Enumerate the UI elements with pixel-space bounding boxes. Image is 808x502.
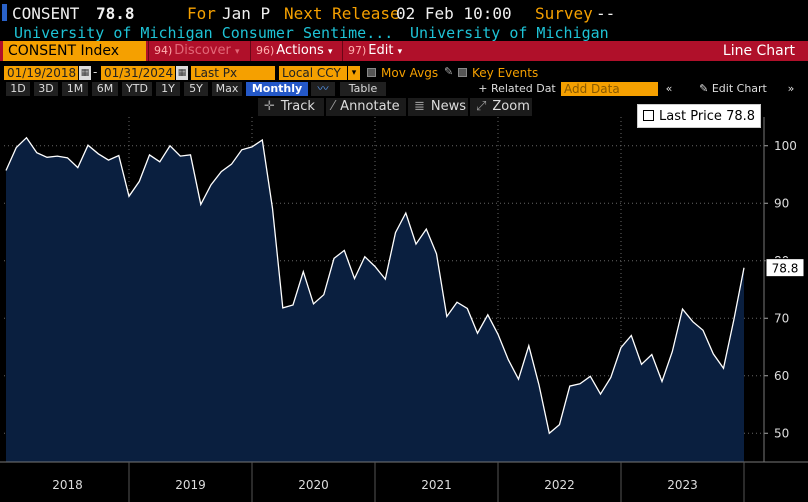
actions-menu[interactable]: 96) Actions ▾ — [250, 41, 340, 61]
table-button[interactable]: Table — [340, 82, 386, 96]
period-3d[interactable]: 3D — [34, 82, 58, 96]
chart-tools: ✛ Track ⁄ Annotate ≣ News ⤢ Zoom — [0, 98, 808, 116]
period-6m[interactable]: 6M — [92, 82, 118, 96]
news-icon: ≣ — [414, 99, 425, 114]
start-date-input[interactable]: 01/19/2018 — [4, 66, 78, 80]
security-header: CONSENT 78.8 For Jan P Next Release 02 F… — [0, 2, 808, 24]
survey-value: -- — [596, 4, 616, 23]
chevron-down-icon[interactable]: ▾ — [348, 66, 360, 80]
chevron-down-icon: ▾ — [234, 47, 240, 57]
annotate-icon: ⁄ — [332, 99, 335, 114]
zoom-tool[interactable]: ⤢ Zoom — [470, 98, 532, 116]
security-description[interactable]: University of Michigan Consumer Sentime.… — [14, 24, 394, 42]
currency-select[interactable]: Local CCY — [279, 66, 347, 80]
key-events-label: Key Events — [472, 66, 539, 80]
next-release-label: Next Release — [284, 4, 400, 23]
crosshair-icon: ✛ — [264, 99, 275, 114]
edit-menu[interactable]: 97) Edit ▾ — [342, 41, 410, 61]
x-tick-label: 2023 — [667, 478, 698, 492]
last-value-box — [765, 258, 805, 278]
period-5y[interactable]: 5Y — [184, 82, 208, 96]
y-axis: 5060708090100 — [763, 117, 797, 462]
security-source[interactable]: University of Michigan — [410, 24, 609, 42]
discover-menu[interactable]: 94) Discover ▾ — [148, 41, 248, 61]
survey-label: Survey — [535, 4, 593, 23]
frequency-select[interactable]: Monthly ▼ — [246, 82, 308, 109]
for-label: For — [187, 4, 216, 23]
news-tool[interactable]: ≣ News — [408, 98, 468, 116]
calendar-icon[interactable]: ▦ — [79, 66, 91, 80]
description-row: University of Michigan Consumer Sentime.… — [0, 23, 808, 43]
line-chart-icon[interactable]: 〰 — [311, 82, 335, 96]
expand-icon[interactable]: » — [780, 82, 802, 96]
y-tick-label: 90 — [774, 196, 789, 210]
function-toolbar: CONSENT Index 94) Discover ▾ 96) Actions ▾… — [0, 41, 808, 61]
index-name-field[interactable]: CONSENT Index — [3, 41, 146, 61]
last-value-label: 78.8 — [772, 262, 799, 276]
chart-legend[interactable]: Last Price 78.8 — [637, 104, 761, 128]
y-tick-label: 70 — [774, 311, 789, 325]
field-select[interactable]: Last Px — [191, 66, 275, 80]
x-axis-band — [0, 462, 808, 502]
annotate-tool[interactable]: ⁄ Annotate — [326, 98, 406, 116]
period-ytd[interactable]: YTD — [122, 82, 152, 96]
y-tick-label: 50 — [774, 426, 789, 440]
chevron-down-icon: ▾ — [397, 47, 403, 57]
period-1y[interactable]: 1Y — [156, 82, 180, 96]
last-value: 78.8 — [96, 4, 135, 23]
price-line — [5, 136, 745, 435]
for-value: Jan P — [222, 4, 271, 23]
edit-chart-button[interactable]: ✎ Edit Chart — [692, 82, 774, 96]
mov-avgs-label: Mov Avgs — [381, 66, 439, 80]
zoom-icon: ⤢ — [476, 99, 487, 114]
period-1m[interactable]: 1M — [62, 82, 88, 96]
x-tick-label: 2022 — [544, 478, 575, 492]
y-tick-label: 60 — [774, 369, 789, 383]
chevron-down-icon: ▾ — [327, 47, 333, 57]
x-axis: 2018 2019 2020 2021 2022 2023 — [0, 461, 808, 502]
legend-swatch — [643, 110, 654, 121]
next-release-value: 02 Feb 10:00 — [396, 4, 512, 23]
x-tick-label: 2020 — [298, 478, 329, 492]
period-bar: 1D 3D 1M 6M YTD 1Y 5Y Max Monthly ▼ 〰 Ta… — [0, 81, 808, 109]
ticker: CONSENT — [12, 4, 80, 23]
range-controls: 01/19/2018 ▦ - 01/31/2024 ▦ Last Px Loca… — [0, 65, 808, 81]
date-separator: - — [93, 65, 98, 79]
track-tool[interactable]: ✛ Track — [258, 98, 324, 116]
legend-value: 78.8 — [726, 109, 756, 124]
legend-label: Last Price — [659, 109, 722, 124]
mov-avgs-checkbox[interactable] — [367, 68, 376, 77]
x-tick-label: 2021 — [421, 478, 452, 492]
last-value-tag: 78.8 — [765, 258, 805, 278]
ticker-marker — [2, 4, 7, 21]
chart-type-label: Line Chart — [722, 43, 795, 59]
y-tick-label: 100 — [774, 139, 797, 153]
period-max[interactable]: Max — [212, 82, 242, 96]
calendar-icon[interactable]: ▦ — [176, 66, 188, 80]
x-tick-label: 2018 — [52, 478, 83, 492]
price-area — [6, 137, 744, 462]
add-data-input[interactable]: Add Data — [561, 82, 658, 96]
pencil-icon[interactable]: ✎ — [444, 65, 454, 78]
end-date-input[interactable]: 01/31/2024 — [101, 66, 175, 80]
collapse-icon[interactable]: « — [662, 82, 676, 96]
x-tick-label: 2019 — [175, 478, 206, 492]
period-1d[interactable]: 1D — [6, 82, 30, 96]
related-data-button[interactable]: + Related Dat — [476, 82, 558, 96]
key-events-checkbox[interactable] — [458, 68, 467, 77]
